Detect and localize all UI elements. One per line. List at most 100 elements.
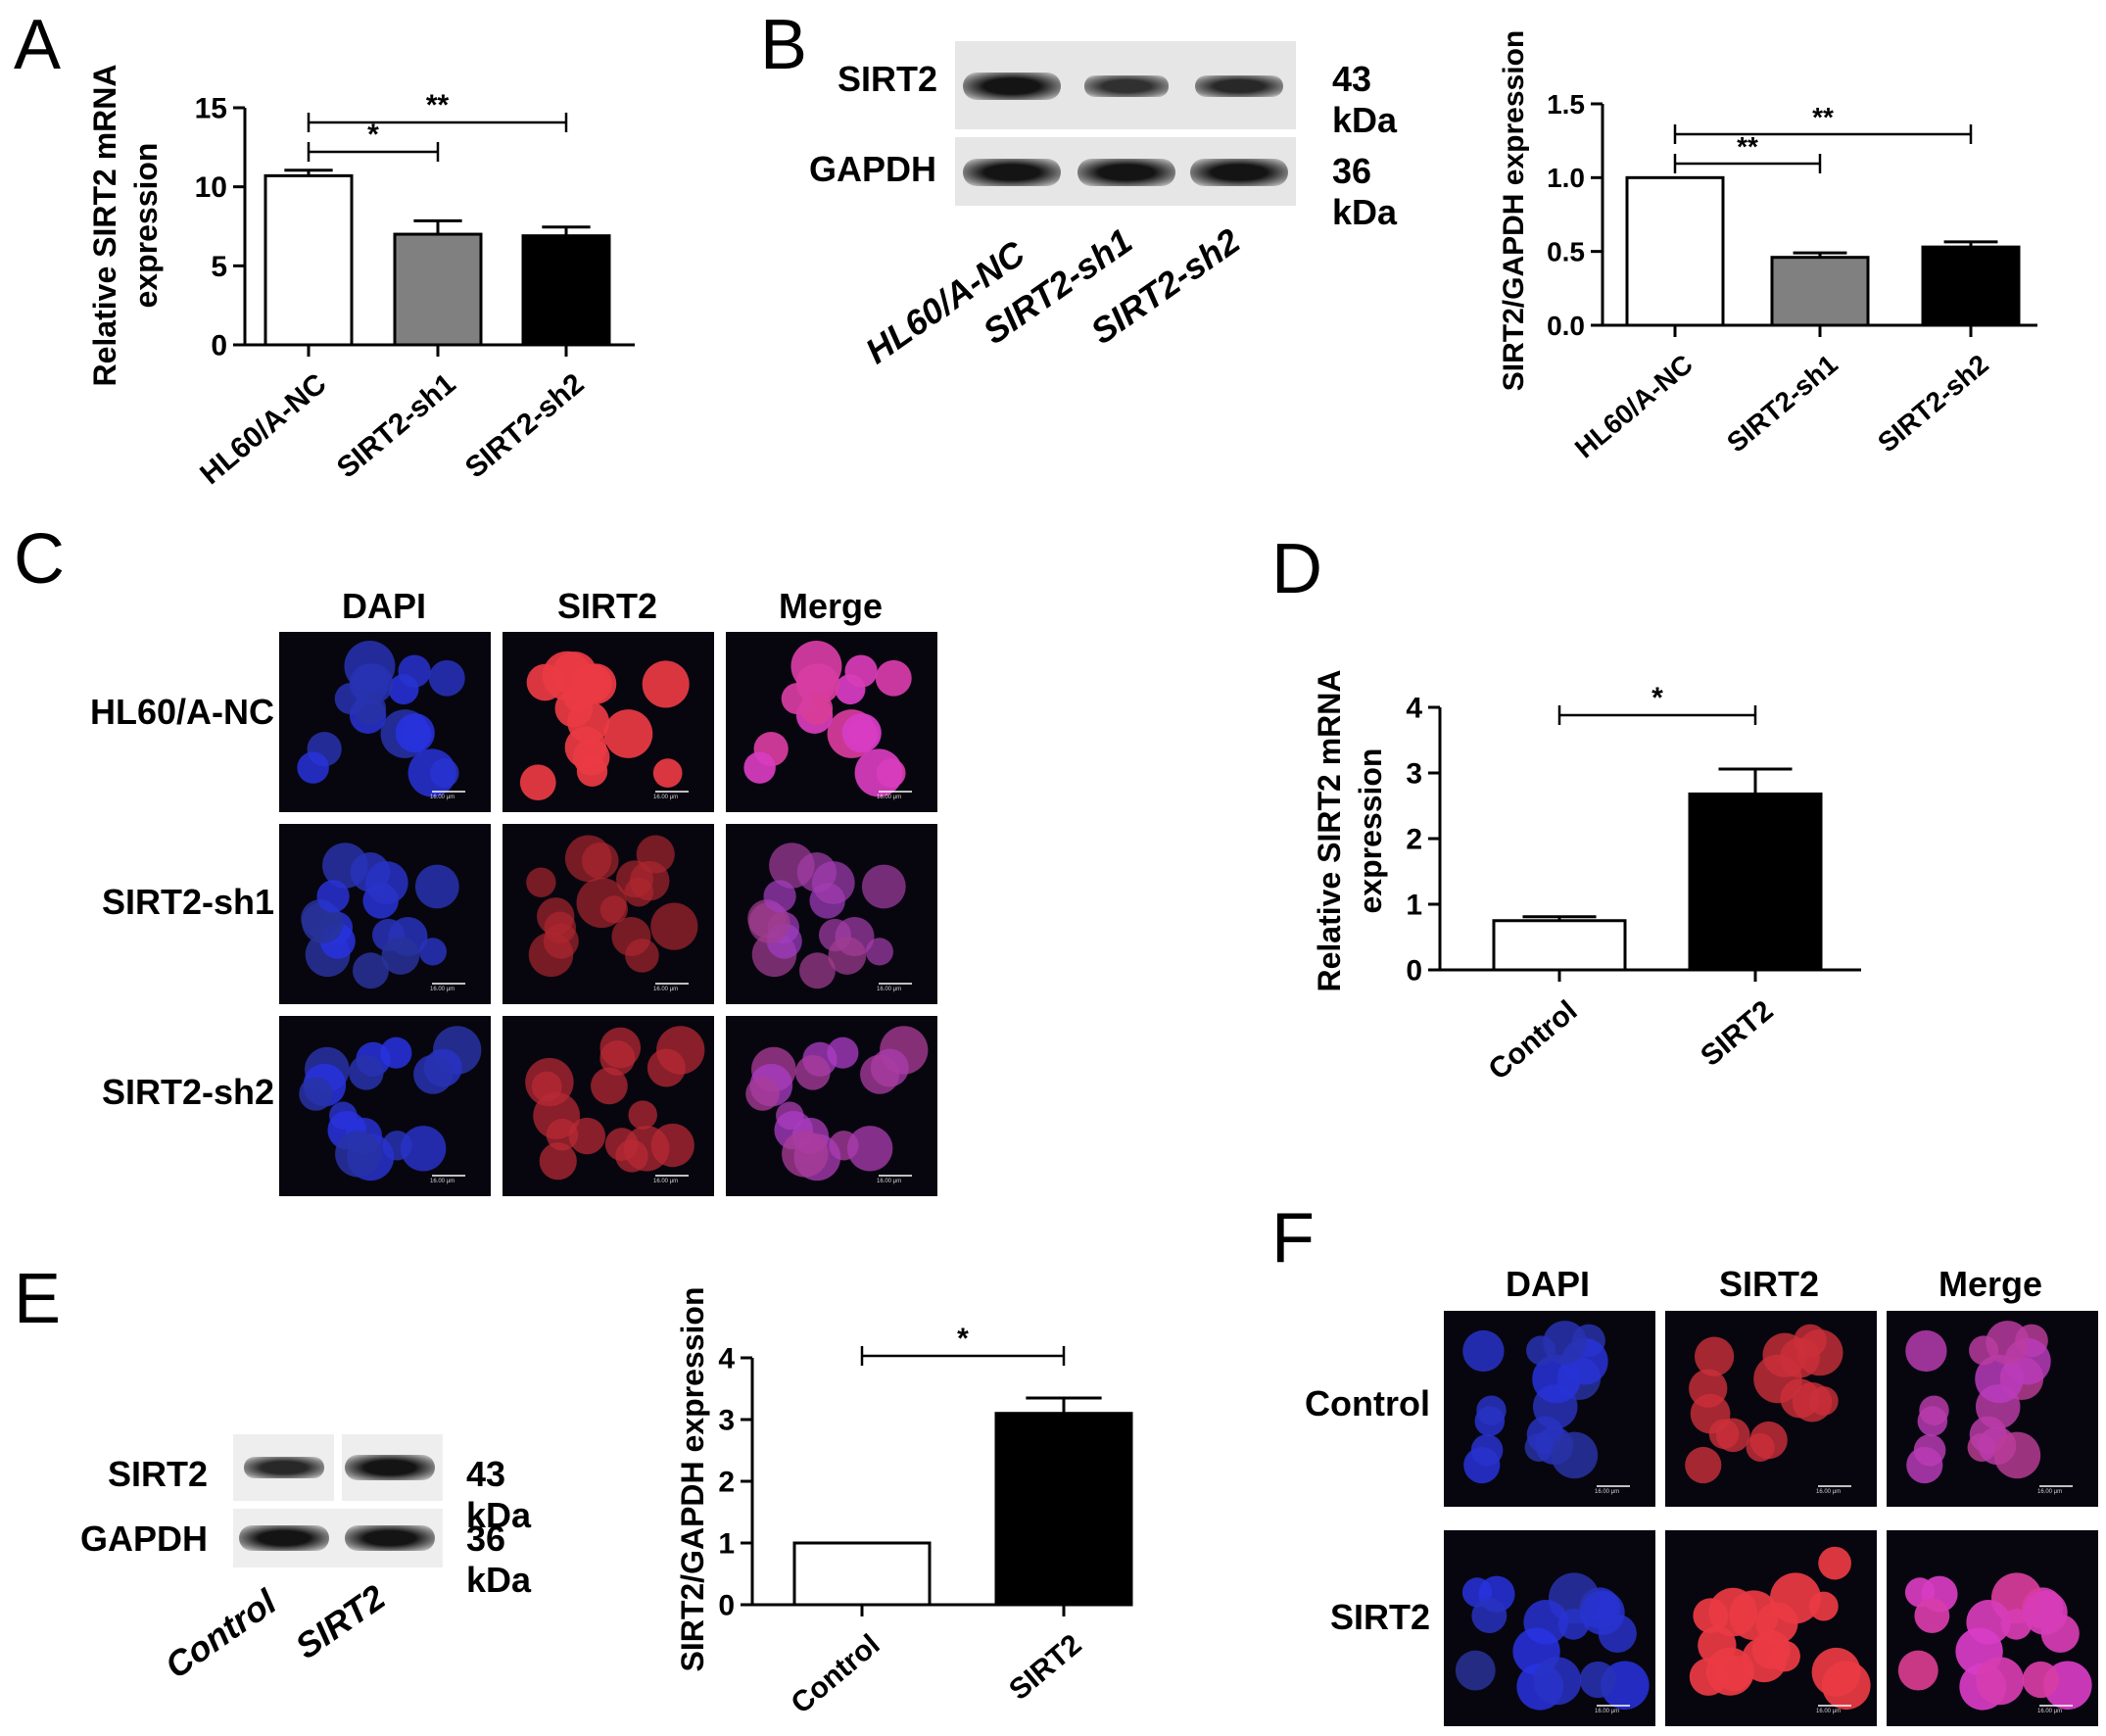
cell (745, 1077, 780, 1111)
y-tick-label: 1 (718, 1528, 735, 1561)
cell (348, 1054, 384, 1090)
cell (1685, 1446, 1722, 1484)
significance-label: ** (1737, 131, 1758, 162)
micrograph-tile: 16.00 μm (503, 632, 714, 812)
cell (526, 867, 556, 897)
y-tick-label: 5 (211, 251, 227, 283)
cell (603, 709, 653, 758)
panel-label-e: E (14, 1260, 62, 1338)
cell (628, 1100, 657, 1130)
blot-e-lane-divider (334, 1434, 342, 1501)
cell (381, 937, 420, 975)
cell (1471, 1598, 1508, 1634)
cell (1919, 1395, 1949, 1425)
scale-bar (655, 791, 689, 793)
cell (1543, 1321, 1587, 1365)
mic-c-row-3: SIRT2-sh2 (101, 1072, 274, 1112)
blot-e-membrane (233, 1434, 443, 1567)
blot-b-strip-divider (955, 129, 1296, 137)
blot-b-protein-sirt2: SIRT2 (838, 59, 938, 99)
cell (599, 1027, 642, 1069)
y-axis-label: SIRT2/GAPDH expression (1498, 30, 1530, 391)
blot-e-protein-sirt2: SIRT2 (108, 1454, 209, 1494)
cell (1476, 1395, 1507, 1425)
x-tick-label: Control (786, 1628, 886, 1720)
cell (413, 1054, 454, 1094)
cell (844, 654, 878, 688)
cell (875, 659, 912, 697)
cell (860, 1054, 900, 1094)
y-axis-label: SIRT2/GAPDH expression (675, 1287, 710, 1672)
cell (414, 864, 459, 909)
mic-f-header-merge: Merge (1938, 1264, 2043, 1304)
micrograph-cells (745, 1026, 929, 1181)
blot-b-protein-gapdh: GAPDH (809, 149, 937, 189)
y-tick-label: 0.5 (1547, 236, 1585, 266)
blot-band (1083, 75, 1170, 97)
cell (418, 938, 447, 966)
cell (591, 1067, 628, 1105)
micrograph-cells (1897, 1572, 2092, 1711)
cell (604, 1128, 639, 1161)
micrograph-cells (519, 651, 690, 801)
cell (1976, 1657, 2025, 1706)
micrograph-cells (299, 1026, 482, 1181)
mic-f-header-dapi: DAPI (1505, 1264, 1590, 1304)
scale-bar (879, 983, 912, 985)
scale-bar-label: 16.00 μm (653, 1179, 679, 1184)
cell (1818, 1546, 1851, 1580)
scale-bar (655, 983, 689, 985)
cell (642, 660, 690, 708)
cell (1742, 1637, 1788, 1683)
bar (1625, 175, 1725, 327)
cell (576, 877, 627, 929)
blot-band (345, 1455, 435, 1480)
scale-bar (1818, 1705, 1851, 1707)
mic-f-header-sirt2: SIRT2 (1718, 1264, 1820, 1304)
y-tick-label: 2 (1406, 824, 1422, 856)
scale-bar-label: 16.00 μm (653, 987, 679, 992)
cell (1551, 1431, 1599, 1479)
cell (364, 861, 408, 904)
significance-label: * (1651, 682, 1663, 714)
micrograph-cells (301, 843, 459, 989)
micrograph-cells (1455, 1572, 1650, 1711)
panel-label-a: A (14, 6, 62, 84)
mic-c-header-dapi: DAPI (341, 586, 426, 626)
blot-band (1195, 74, 1283, 98)
micrograph-tile: 16.00 μm (1665, 1311, 1877, 1507)
cell (581, 842, 619, 880)
scale-bar (432, 791, 465, 793)
cell (1905, 1329, 1947, 1373)
blot-band (1190, 159, 1288, 186)
micrograph-cells (526, 835, 698, 978)
blot-e-size-gapdh: 36 kDa (466, 1519, 532, 1600)
cell (624, 877, 654, 907)
bar (1688, 792, 1823, 972)
micrograph-tile: 16.00 μm (503, 824, 714, 1004)
cell (1993, 1431, 2041, 1479)
y-tick-label: 4 (1406, 693, 1422, 725)
blot-e-strip-divider (233, 1501, 443, 1509)
scale-bar-label: 16.00 μm (430, 1179, 455, 1184)
cell (763, 880, 796, 913)
blot-e-size-sirt2: 43 kDa (466, 1454, 532, 1535)
y-axis-label: Relative SIRT2 mRNA (87, 65, 122, 387)
cell (2022, 1661, 2060, 1699)
y-tick-label: 15 (195, 93, 227, 125)
cell (841, 713, 882, 753)
cell (2023, 1590, 2068, 1635)
mic-c-header-merge: Merge (778, 586, 884, 626)
micrograph-tile: 16.00 μm (726, 1016, 937, 1196)
scale-bar-label: 16.00 μm (877, 987, 902, 992)
panel-label-f: F (1271, 1199, 1315, 1278)
y-tick-label: 0 (718, 1590, 735, 1622)
cell (782, 1131, 829, 1178)
scale-bar (1597, 1705, 1630, 1707)
y-axis-label: expression (1353, 748, 1388, 914)
cell (400, 1126, 447, 1172)
cell (1694, 1336, 1735, 1376)
cell (572, 738, 610, 776)
